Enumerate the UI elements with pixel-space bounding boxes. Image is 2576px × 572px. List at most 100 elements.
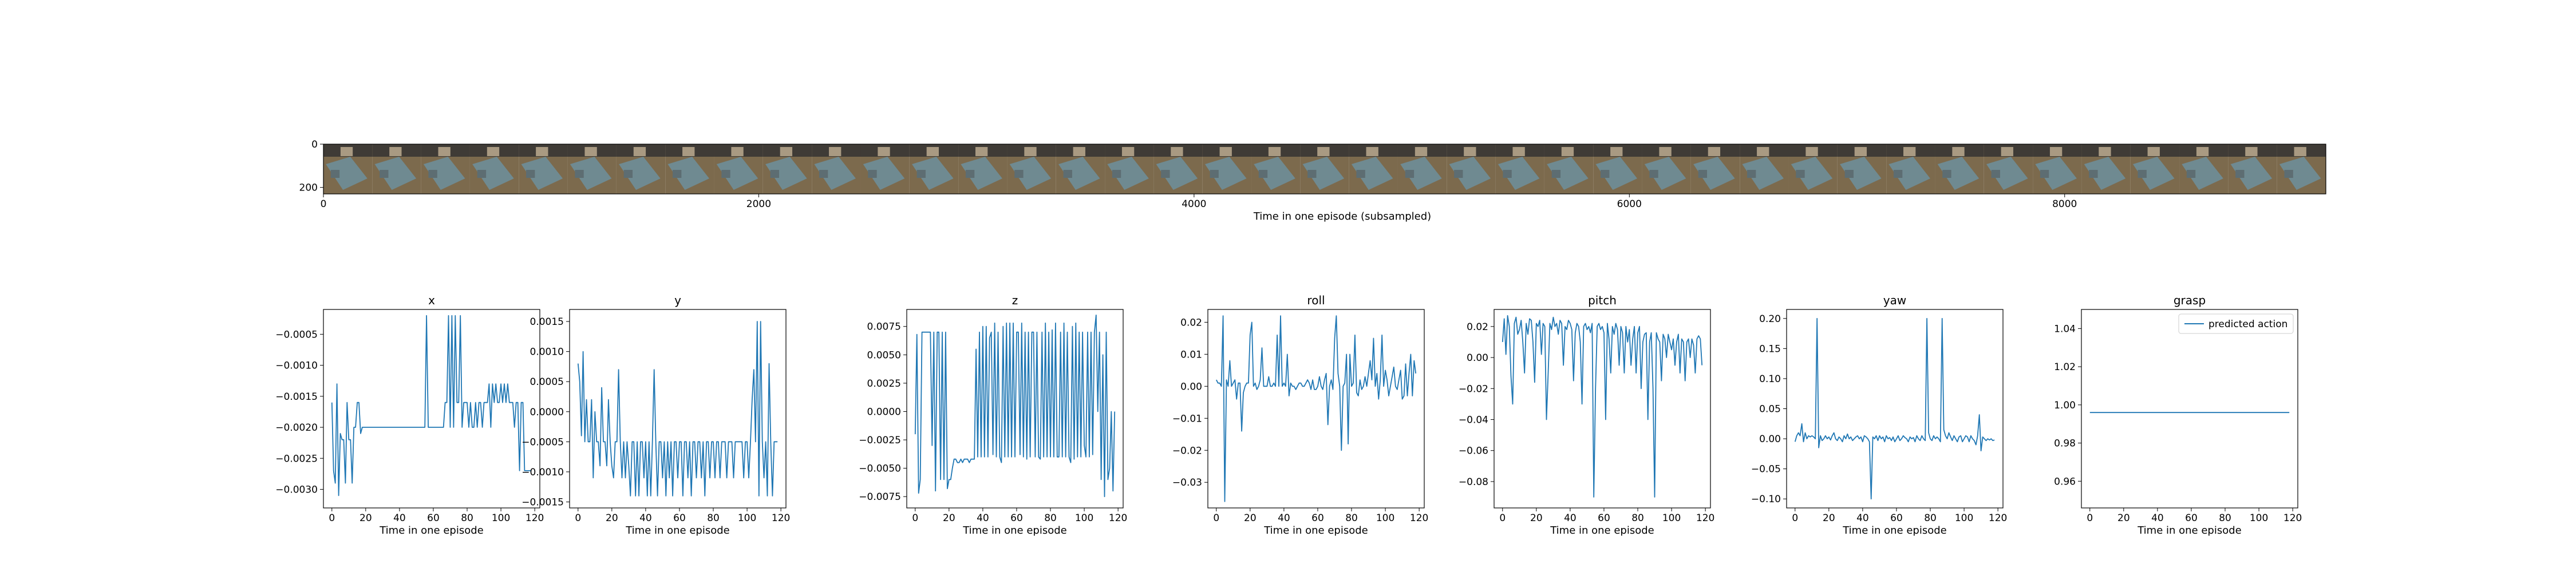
subplot-title: pitch	[1588, 293, 1617, 307]
x-tick-label: 60	[1010, 513, 1023, 524]
strip-frame-object	[975, 147, 988, 156]
subplot-title: yaw	[1883, 293, 1906, 307]
action-subplots: x 0 20 40 60 80 100 120 Time in one episode −0.00…	[275, 293, 2302, 537]
subplot-title: x	[428, 293, 435, 307]
x-tick-label: 100	[1955, 513, 1973, 524]
x-tick-label: 120	[526, 513, 544, 524]
legend-box	[2178, 313, 2294, 334]
subplot-title: z	[1012, 293, 1018, 307]
y-tick-label: −0.04	[1459, 414, 1488, 426]
strip-frame-gripper	[1991, 170, 2000, 178]
x-tick-label: 120	[2283, 513, 2302, 524]
strip-frame-tray	[374, 157, 417, 190]
strip-frame-object	[2099, 147, 2111, 156]
y-tick-label: −0.0050	[859, 463, 901, 475]
x-tick-label: 0	[329, 513, 335, 524]
strip-y-tick-label: 0	[311, 139, 318, 150]
x-tick-label: 40	[1564, 513, 1577, 524]
x-tick-label: 20	[1530, 513, 1543, 524]
x-tick-label: 0	[1213, 513, 1219, 524]
strip-frame-tray	[814, 157, 856, 190]
y-tick-label: −0.06	[1459, 446, 1488, 457]
series-line-z	[914, 315, 1116, 498]
strip-frame-gripper	[575, 170, 584, 178]
y-tick-label: 0.00	[1759, 434, 1781, 445]
strip-frame-gripper	[1551, 170, 1561, 178]
strip-frame-tray	[1937, 157, 1980, 190]
strip-frame-tray	[1840, 157, 1882, 190]
strip-frame-gripper	[1601, 170, 1610, 178]
strip-frame-gripper	[868, 170, 877, 178]
x-tick-label: 60	[1890, 513, 1903, 524]
strip-frame-tray	[1107, 157, 1149, 190]
strip-frame-tray	[1595, 157, 1638, 190]
strip-frame-gripper	[1356, 170, 1365, 178]
strip-frame-object	[1464, 147, 1476, 156]
strip-frame-tray	[667, 157, 710, 190]
strip-frame-object	[1121, 147, 1135, 156]
strip-frame-tray	[1888, 157, 1930, 190]
x-axis-label: Time in one episode	[379, 525, 484, 537]
strip-frame-tray	[1009, 157, 1052, 190]
strip-frame-gripper	[819, 170, 828, 178]
strip-frame-gripper	[428, 170, 437, 178]
y-tick-label: 0.0015	[530, 316, 564, 328]
strip-frame-gripper	[1942, 170, 1951, 178]
strip-frame-object	[1073, 147, 1085, 156]
subplot-title: roll	[1307, 293, 1325, 307]
strip-frame-gripper	[2284, 170, 2293, 178]
strip-frame-tray	[619, 157, 661, 190]
y-tick-label: 0.98	[2054, 438, 2076, 450]
y-tick-label: −0.01	[1172, 413, 1202, 424]
x-tick-label: 60	[1598, 513, 1610, 524]
strip-frame-tray	[2279, 157, 2321, 190]
x-tick-label: 80	[461, 513, 473, 524]
y-tick-label: 0.0025	[867, 378, 901, 390]
y-tick-label: −0.10	[1751, 494, 1781, 505]
y-tick-label: −0.02	[1172, 445, 1202, 456]
x-tick-label: 60	[2185, 513, 2198, 524]
strip-frame-object	[584, 147, 597, 156]
y-tick-label: 0.20	[1759, 313, 1781, 325]
strip-frame-tray	[1547, 157, 1589, 190]
strip-frame-tray	[2132, 157, 2175, 190]
strip-frame-object	[1415, 147, 1428, 156]
strip-frame-gripper	[1649, 170, 1658, 178]
x-tick-label: 40	[977, 513, 989, 524]
strip-x-tick-label: 6000	[1617, 198, 1642, 210]
strip-frame-tray	[1058, 157, 1100, 190]
x-tick-label: 100	[1662, 513, 1681, 524]
strip-frame-gripper	[1698, 170, 1708, 178]
y-tick-label: 0.0005	[530, 376, 564, 388]
y-tick-label: 1.02	[2054, 362, 2076, 373]
subplot-grasp: grasp 0 20 40 60 80 100 120 Time in one episode 0…	[2054, 293, 2302, 537]
x-tick-label: 20	[606, 513, 618, 524]
x-tick-label: 120	[1410, 513, 1428, 524]
strip-frame-gripper	[1258, 170, 1268, 178]
strip-frame-gripper	[1503, 170, 1512, 178]
strip-frame-gripper	[1161, 170, 1170, 178]
strip-frame-gripper	[1796, 170, 1805, 178]
x-tick-label: 120	[1109, 513, 1127, 524]
strip-frame-tray	[1644, 157, 1686, 190]
y-tick-label: 1.04	[2054, 323, 2076, 335]
strip-frame-object	[1512, 147, 1525, 156]
x-tick-label: 20	[1823, 513, 1835, 524]
strip-frame-object	[1854, 147, 1867, 156]
strip-frame-gripper	[965, 170, 975, 178]
y-tick-label: −0.0020	[275, 422, 318, 434]
x-tick-label: 60	[673, 513, 686, 524]
y-tick-label: 0.10	[1759, 374, 1781, 385]
y-tick-label: 0.0010	[530, 347, 564, 358]
y-tick-label: 0.00	[1467, 352, 1488, 364]
y-tick-label: 0.01	[1180, 349, 1202, 360]
subplot-title: grasp	[2174, 293, 2206, 307]
strip-frame-tray	[1693, 157, 1735, 190]
x-axis-label: Time in one episode	[962, 525, 1067, 537]
y-tick-label: −0.03	[1172, 477, 1202, 488]
strip-frame-object	[1317, 147, 1330, 156]
strip-x-axis-label: Time in one episode (subsampled)	[1253, 210, 1431, 223]
subplot-x: x 0 20 40 60 80 100 120 Time in one episode −0.00…	[275, 293, 544, 537]
strip-frame-gripper	[673, 170, 682, 178]
